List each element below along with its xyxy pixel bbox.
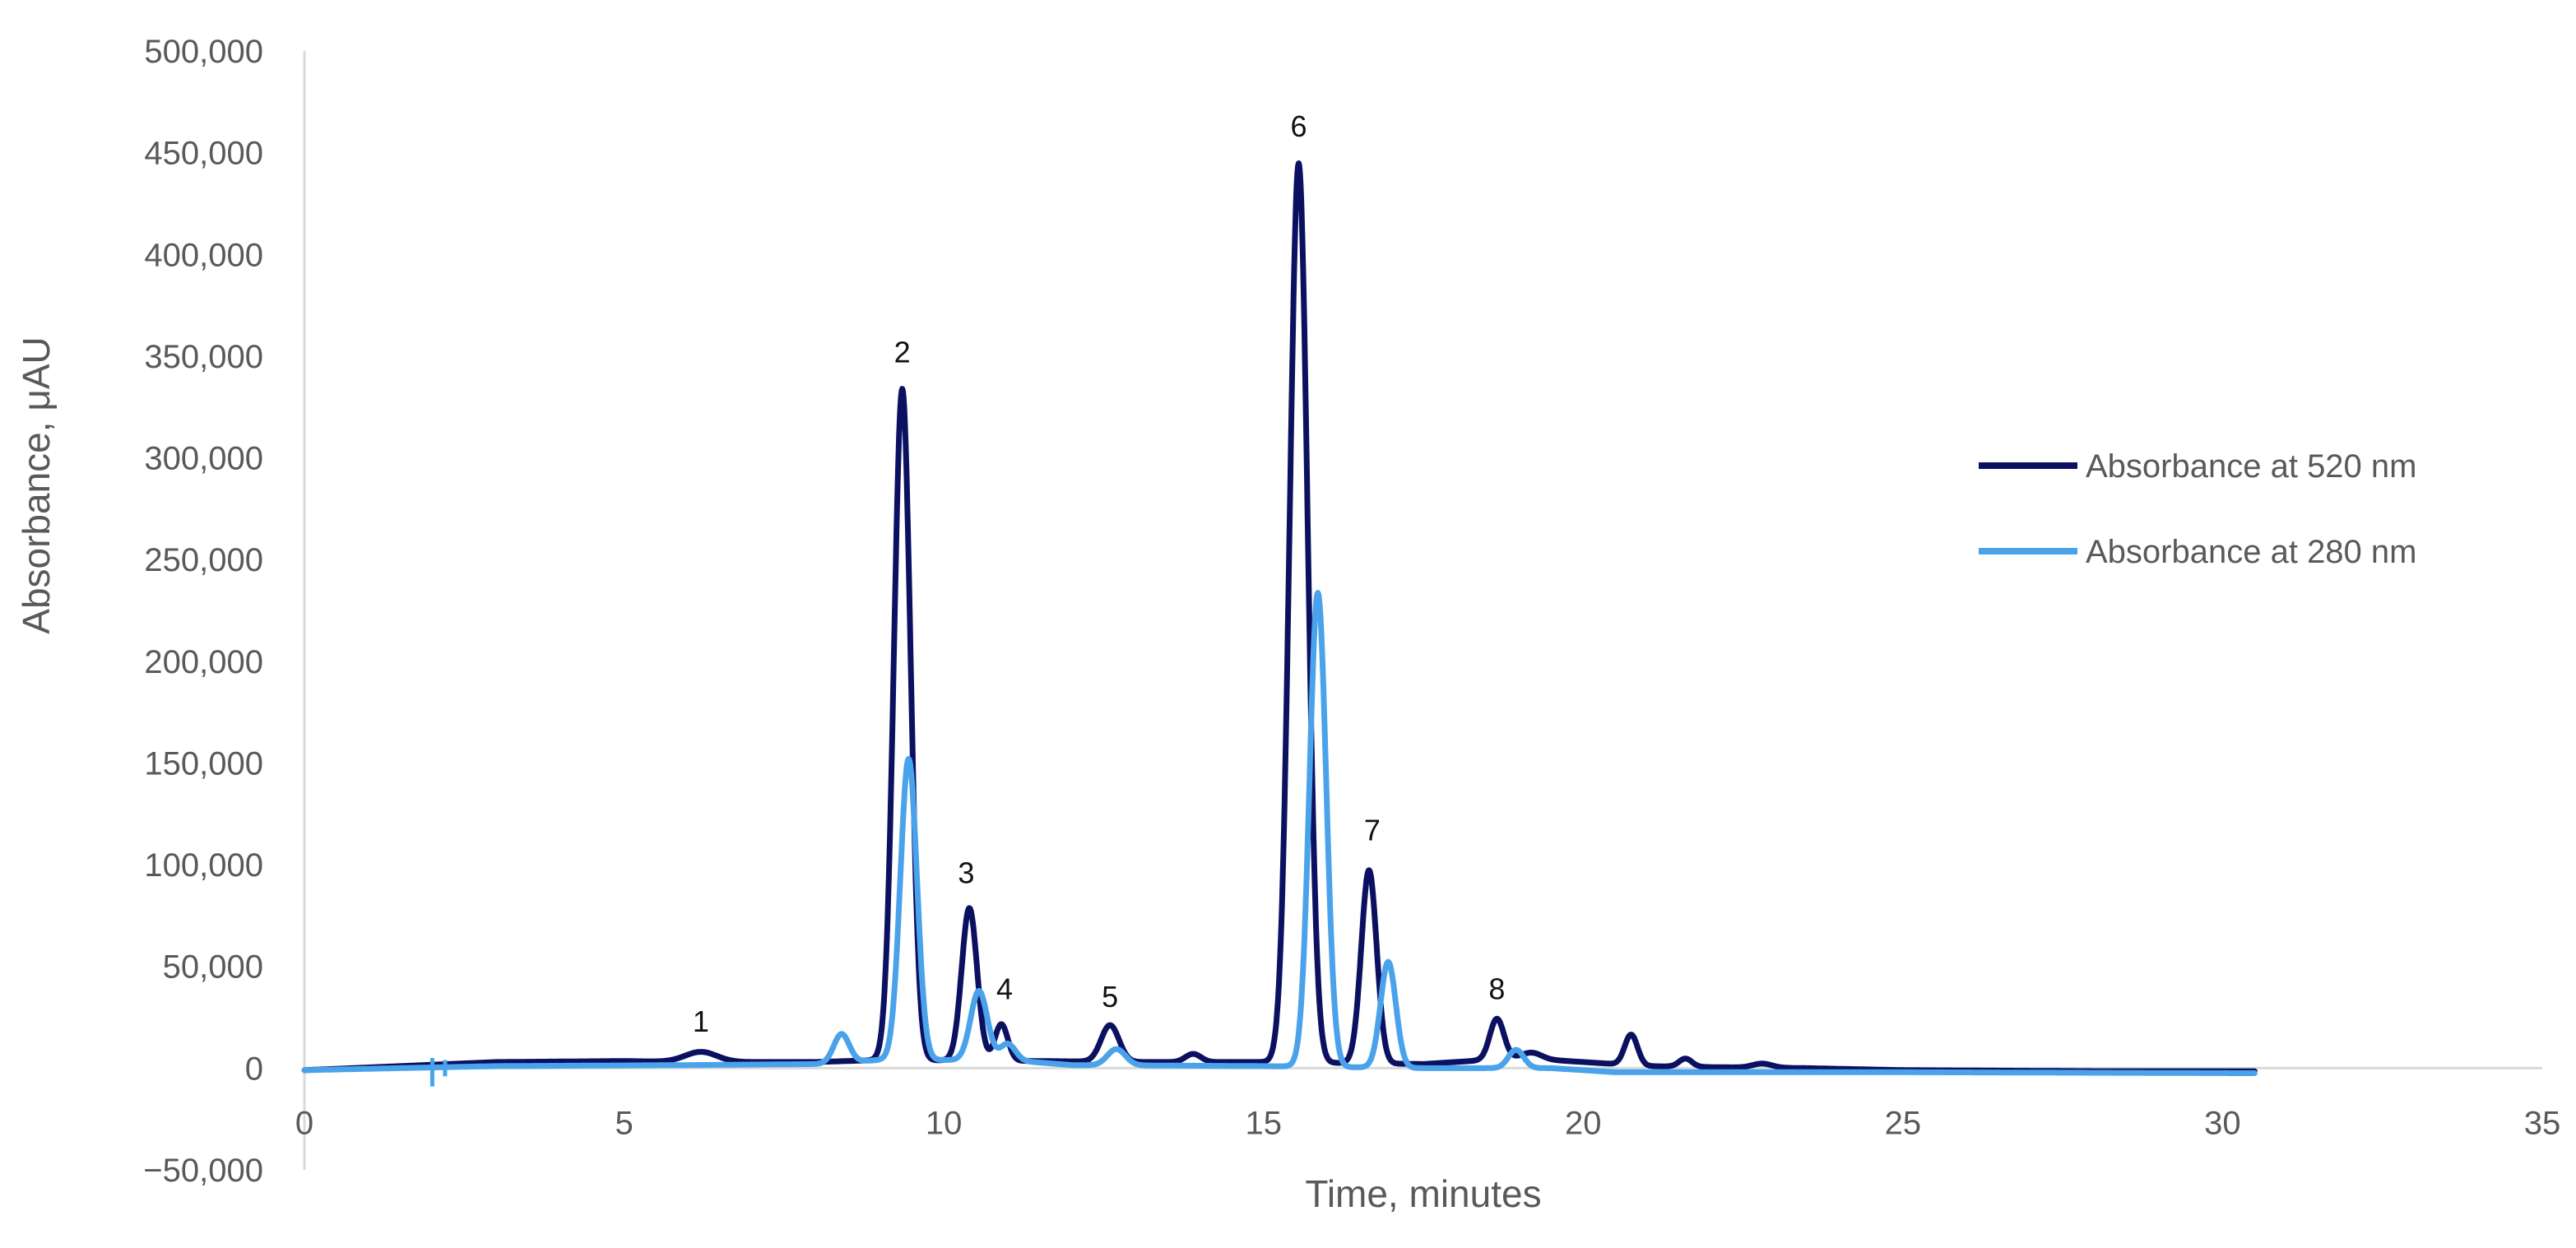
x-axis-title: Time, minutes — [1305, 1172, 1541, 1215]
x-tick-label: 0 — [295, 1105, 313, 1141]
legend-label: Absorbance at 520 nm — [2086, 448, 2416, 485]
x-tick-label: 15 — [1245, 1105, 1282, 1141]
x-tick-label: 10 — [926, 1105, 963, 1141]
series-layer — [301, 160, 2258, 1087]
x-tick-label: 25 — [1885, 1105, 1922, 1141]
peak-label: 4 — [996, 972, 1013, 1005]
legend: Absorbance at 520 nm Absorbance at 280 nm — [1979, 448, 2416, 570]
y-tick-label: 350,000 — [144, 339, 263, 375]
y-tick-label: 200,000 — [144, 644, 263, 680]
x-tick-label: 20 — [1565, 1105, 1602, 1141]
y-tick-label: 500,000 — [144, 34, 263, 70]
y-tick-label: 150,000 — [144, 745, 263, 782]
series-280nm-line — [301, 590, 2258, 1076]
peak-label: 5 — [1102, 980, 1118, 1014]
annotation-layer: 1 2 3 4 5 6 7 8 — [693, 109, 1506, 1038]
x-tick-label: 5 — [615, 1105, 633, 1141]
peak-label: 6 — [1290, 109, 1307, 143]
x-tick-label: 35 — [2524, 1105, 2561, 1141]
y-tick-label: −50,000 — [143, 1153, 263, 1189]
x-tick-label: 30 — [2204, 1105, 2241, 1141]
axes-layer: −50,000 0 50,000 100,000 150,000 200,000 250,0… — [143, 34, 2560, 1189]
y-tick-label: 100,000 — [144, 847, 263, 884]
y-tick-label: 300,000 — [144, 441, 263, 477]
y-tick-label: 450,000 — [144, 136, 263, 172]
peak-label: 7 — [1364, 813, 1381, 847]
y-tick-label: 0 — [245, 1051, 263, 1087]
y-axis-title: Absorbance, μAU — [15, 336, 58, 633]
y-tick-label: 250,000 — [144, 542, 263, 578]
peak-label: 8 — [1488, 972, 1505, 1005]
legend-label: Absorbance at 280 nm — [2086, 534, 2416, 570]
peak-label: 1 — [693, 1004, 709, 1038]
series-520nm-line — [301, 160, 2258, 1074]
y-tick-label: 400,000 — [144, 237, 263, 273]
peak-label: 2 — [894, 335, 911, 369]
y-tick-label: 50,000 — [163, 949, 263, 986]
peak-label: 3 — [958, 856, 974, 889]
